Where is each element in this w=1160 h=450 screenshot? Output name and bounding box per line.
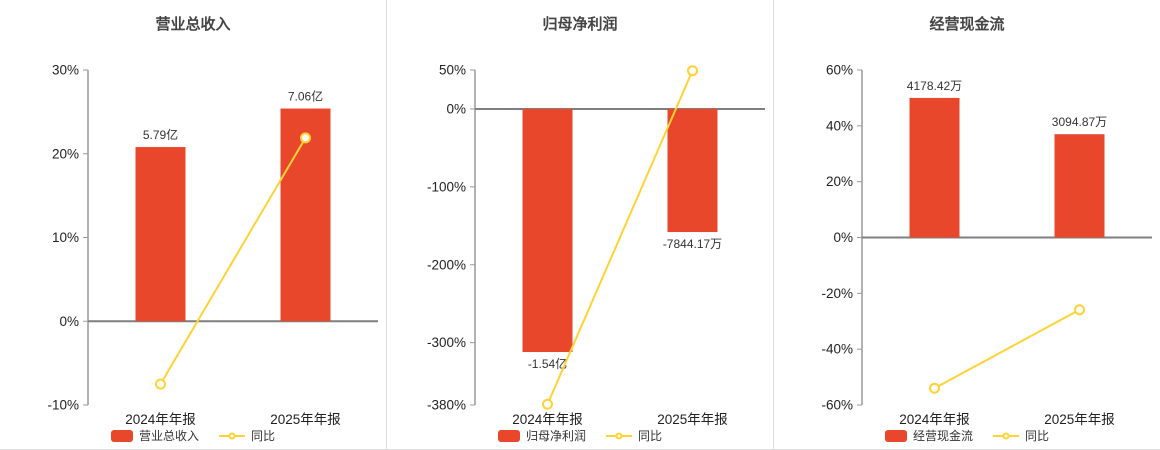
bar[interactable] (280, 108, 331, 322)
legend-item-line[interactable]: 同比 (606, 427, 662, 444)
line-marker-icon (1002, 432, 1010, 439)
y-tick-label: 0% (446, 101, 466, 116)
bar-series-swatch (110, 429, 133, 442)
y-tick-label: -300% (427, 335, 466, 350)
legend-item-bar[interactable]: 归母净利润 (497, 427, 586, 444)
chart-title-net-profit: 归母净利润 (542, 16, 618, 33)
yoy-trend-line[interactable] (546, 70, 694, 405)
bar[interactable] (135, 147, 186, 322)
legend-label-bar: 归母净利润 (525, 429, 586, 443)
legend-item-line[interactable]: 同比 (993, 427, 1049, 444)
line-marker-icon (228, 432, 236, 439)
legend-item-line[interactable]: 同比 (219, 427, 275, 444)
line-marker[interactable] (687, 65, 698, 77)
bar-series-swatch (884, 429, 907, 442)
line-marker[interactable] (155, 378, 166, 390)
line-series-swatch (606, 432, 632, 439)
yoy-trend-line[interactable] (159, 137, 307, 385)
y-tick-label: -200% (427, 257, 466, 272)
y-tick-label: -10% (47, 398, 79, 413)
x-axis-label: 2024年年报 (125, 412, 196, 427)
bar-value-label: -7844.17万 (663, 237, 722, 251)
line-marker-icon (615, 432, 623, 439)
yoy-trend-line[interactable] (934, 308, 1080, 390)
cash-flow-chart[interactable]: 60% 40% 20% 0% -20% -40% -60% 4178.42万 3094.87万 2… (774, 50, 1160, 430)
legend-label-line: 同比 (251, 429, 276, 443)
legend-item-bar[interactable]: 经营现金流 (884, 427, 973, 444)
legend-label-line: 同比 (1025, 429, 1050, 443)
y-tick-label: -20% (821, 286, 853, 301)
line-series-swatch (993, 432, 1019, 439)
bar-value-label: 3094.87万 (1052, 115, 1107, 129)
net-profit-chart[interactable]: 50% 0% -100% -200% -300% -380% -1.54亿 -7844.17万… (387, 50, 773, 430)
line-marker[interactable] (929, 382, 940, 394)
legend-label-line: 同比 (638, 429, 663, 443)
bar[interactable] (909, 97, 960, 238)
x-axis-label: 2025年年报 (1044, 412, 1115, 427)
line-marker[interactable] (1074, 304, 1085, 316)
y-tick-label: -40% (821, 342, 853, 357)
y-tick-label: -380% (427, 398, 466, 413)
line-series-swatch (219, 432, 245, 439)
x-axis-label: 2024年年报 (512, 412, 583, 427)
cash-flow-chart-panel: 经营现金流 60% 40% 20% 0% -20% -40% -60% 4178.42万 309… (774, 0, 1160, 450)
y-tick-label: 50% (439, 63, 466, 78)
bar-value-label: 7.06亿 (288, 89, 323, 104)
y-tick-label: -60% (821, 398, 853, 413)
legend-item-bar[interactable]: 营业总收入 (110, 427, 199, 444)
y-tick-label: 60% (826, 63, 853, 78)
bar-value-label: -1.54亿 (528, 356, 567, 371)
bar[interactable] (522, 108, 573, 353)
y-tick-label: 10% (52, 230, 79, 245)
revenue-chart-panel: 营业总收入 30% 20% 10% 0% -10% 5.79亿 7.06亿 2024年年报 20… (0, 0, 387, 450)
legend-label-bar: 营业总收入 (138, 429, 199, 443)
x-axis-label: 2025年年报 (270, 412, 341, 427)
chart-title-cash-flow: 经营现金流 (929, 16, 1005, 33)
line-marker[interactable] (300, 132, 311, 144)
bar[interactable] (1054, 134, 1105, 238)
chart-legend: 经营现金流 同比 (774, 427, 1160, 444)
net-profit-chart-panel: 归母净利润 50% 0% -100% -200% -300% -380% -1.54亿 -78… (387, 0, 774, 450)
revenue-chart[interactable]: 30% 20% 10% 0% -10% 5.79亿 7.06亿 2024年年报 2025年年报 (0, 50, 386, 430)
bar-series-swatch (497, 429, 520, 442)
legend-label-bar: 经营现金流 (912, 429, 973, 443)
y-tick-label: 30% (52, 63, 79, 78)
y-tick-label: 0% (833, 230, 853, 245)
x-axis-label: 2024年年报 (899, 412, 970, 427)
y-tick-label: 20% (52, 146, 79, 161)
chart-title-revenue: 营业总收入 (155, 16, 231, 33)
y-tick-label: 0% (59, 314, 79, 329)
bar-value-label: 4178.42万 (907, 79, 962, 93)
chart-legend: 营业总收入 同比 (0, 427, 386, 444)
line-marker[interactable] (542, 398, 553, 410)
y-tick-label: 20% (826, 174, 853, 189)
x-axis-label: 2025年年报 (657, 412, 728, 427)
bar-value-label: 5.79亿 (143, 127, 178, 142)
bar[interactable] (667, 108, 718, 233)
y-tick-label: -100% (427, 179, 466, 194)
y-tick-label: 40% (826, 118, 853, 133)
chart-legend: 归母净利润 同比 (387, 427, 773, 444)
